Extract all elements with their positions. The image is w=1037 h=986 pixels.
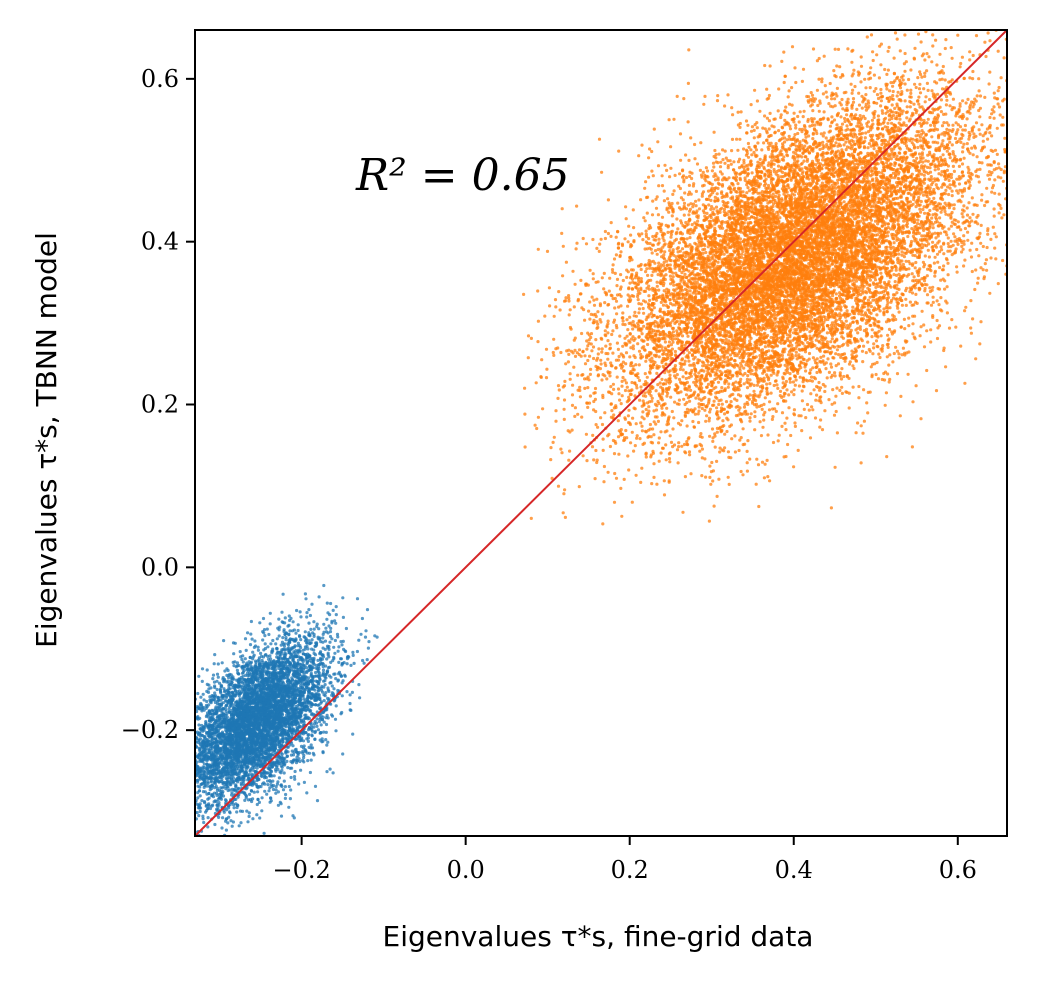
y-tick-label: 0.4 [141, 228, 179, 256]
x-tick-label: −0.2 [272, 856, 330, 884]
series-0 [195, 583, 379, 836]
x-tick-label: 0.2 [611, 856, 649, 884]
reference-line [194, 29, 1008, 837]
points-layer [195, 30, 1007, 836]
y-tick-label: 0.2 [141, 391, 179, 419]
y-axis: −0.2 0.0 0.2 0.4 0.6 [121, 65, 195, 744]
plot-frame [194, 29, 1008, 837]
x-tick-label: 0.6 [939, 856, 977, 884]
y-tick-label: 0.0 [141, 553, 179, 581]
x-axis-label: Eigenvalues τ*s, fine-grid data [383, 920, 814, 953]
x-axis: −0.2 0.0 0.2 0.4 0.6 [272, 836, 977, 884]
y-axis-label: Eigenvalues τ*s, TBNN model [30, 232, 63, 648]
series-1 [522, 30, 1007, 526]
y-tick-label: 0.6 [141, 65, 179, 93]
x-tick-label: 0.4 [775, 856, 813, 884]
r2-annotation: R² = 0.65 [355, 150, 570, 201]
x-tick-label: 0.0 [447, 856, 485, 884]
y-tick-label: −0.2 [121, 716, 179, 744]
